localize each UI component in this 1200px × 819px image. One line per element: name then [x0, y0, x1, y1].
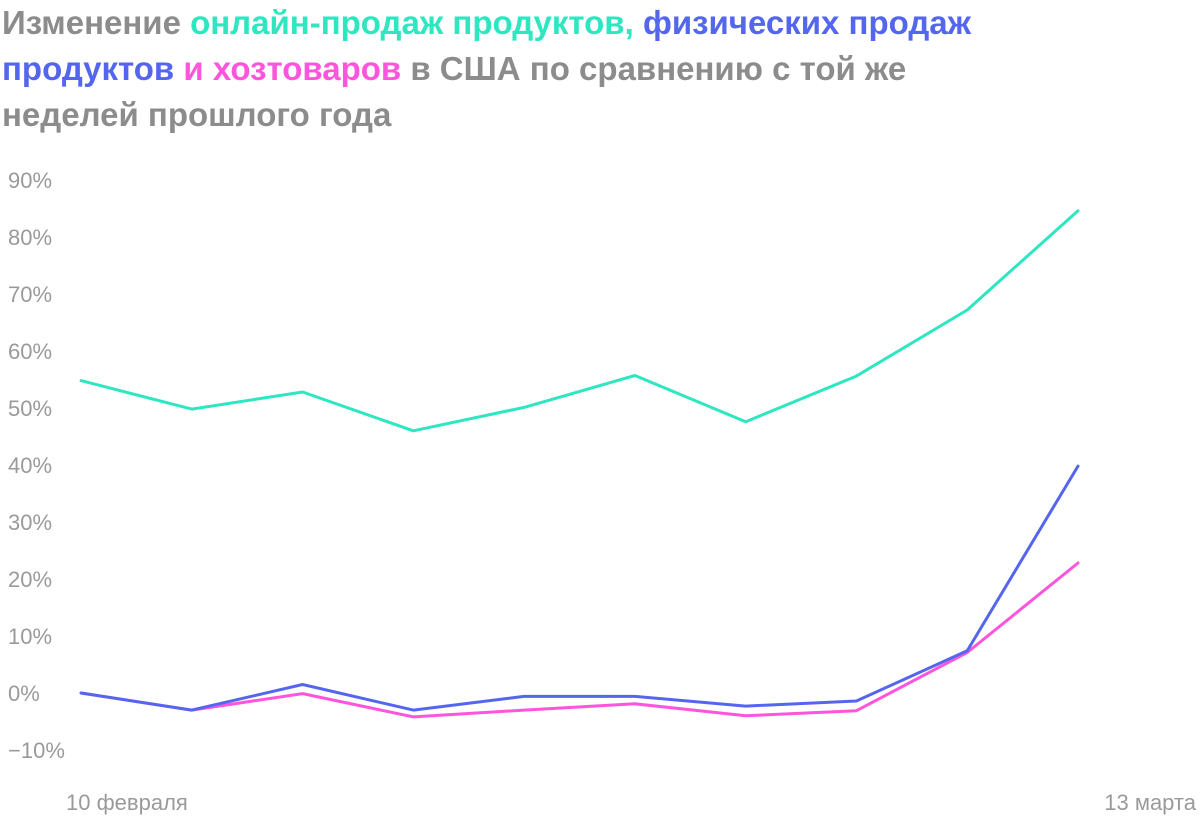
chart-title: Изменение онлайн-продаж продуктов, физич… [2, 0, 1002, 138]
title-physical-label: физических продаж продуктов [2, 4, 972, 87]
series-line-household [79, 561, 1080, 719]
title-part-4: в США по сравнению с той же неделей прош… [2, 50, 907, 133]
series-line-online [79, 209, 1080, 433]
y-tick-label: 40% [8, 453, 52, 478]
y-tick-label: 70% [8, 282, 52, 307]
y-tick-label: 10% [8, 624, 52, 649]
title-household-label: и хозтоваров [183, 50, 402, 87]
y-tick-label: 90% [8, 168, 52, 193]
y-axis: 90% 80% 70% 60% 50% 40% 30% 20% 10% 0% −10% [8, 168, 65, 763]
y-tick-label: −10% [8, 738, 65, 763]
x-axis: 10 февраля 13 марта [66, 790, 1197, 815]
series-line-physical [79, 464, 1080, 712]
y-tick-label: 60% [8, 339, 52, 364]
title-part-1: Изменение [2, 4, 191, 41]
title-online-label: онлайн-продаж продуктов, [190, 4, 634, 41]
y-tick-label: 0% [8, 681, 40, 706]
x-tick-label-end: 13 марта [1104, 790, 1197, 815]
y-tick-label: 20% [8, 567, 52, 592]
y-tick-label: 50% [8, 396, 52, 421]
y-tick-label: 80% [8, 225, 52, 250]
x-tick-label-start: 10 февраля [66, 790, 188, 815]
y-tick-label: 30% [8, 510, 52, 535]
series-lines [79, 209, 1080, 719]
